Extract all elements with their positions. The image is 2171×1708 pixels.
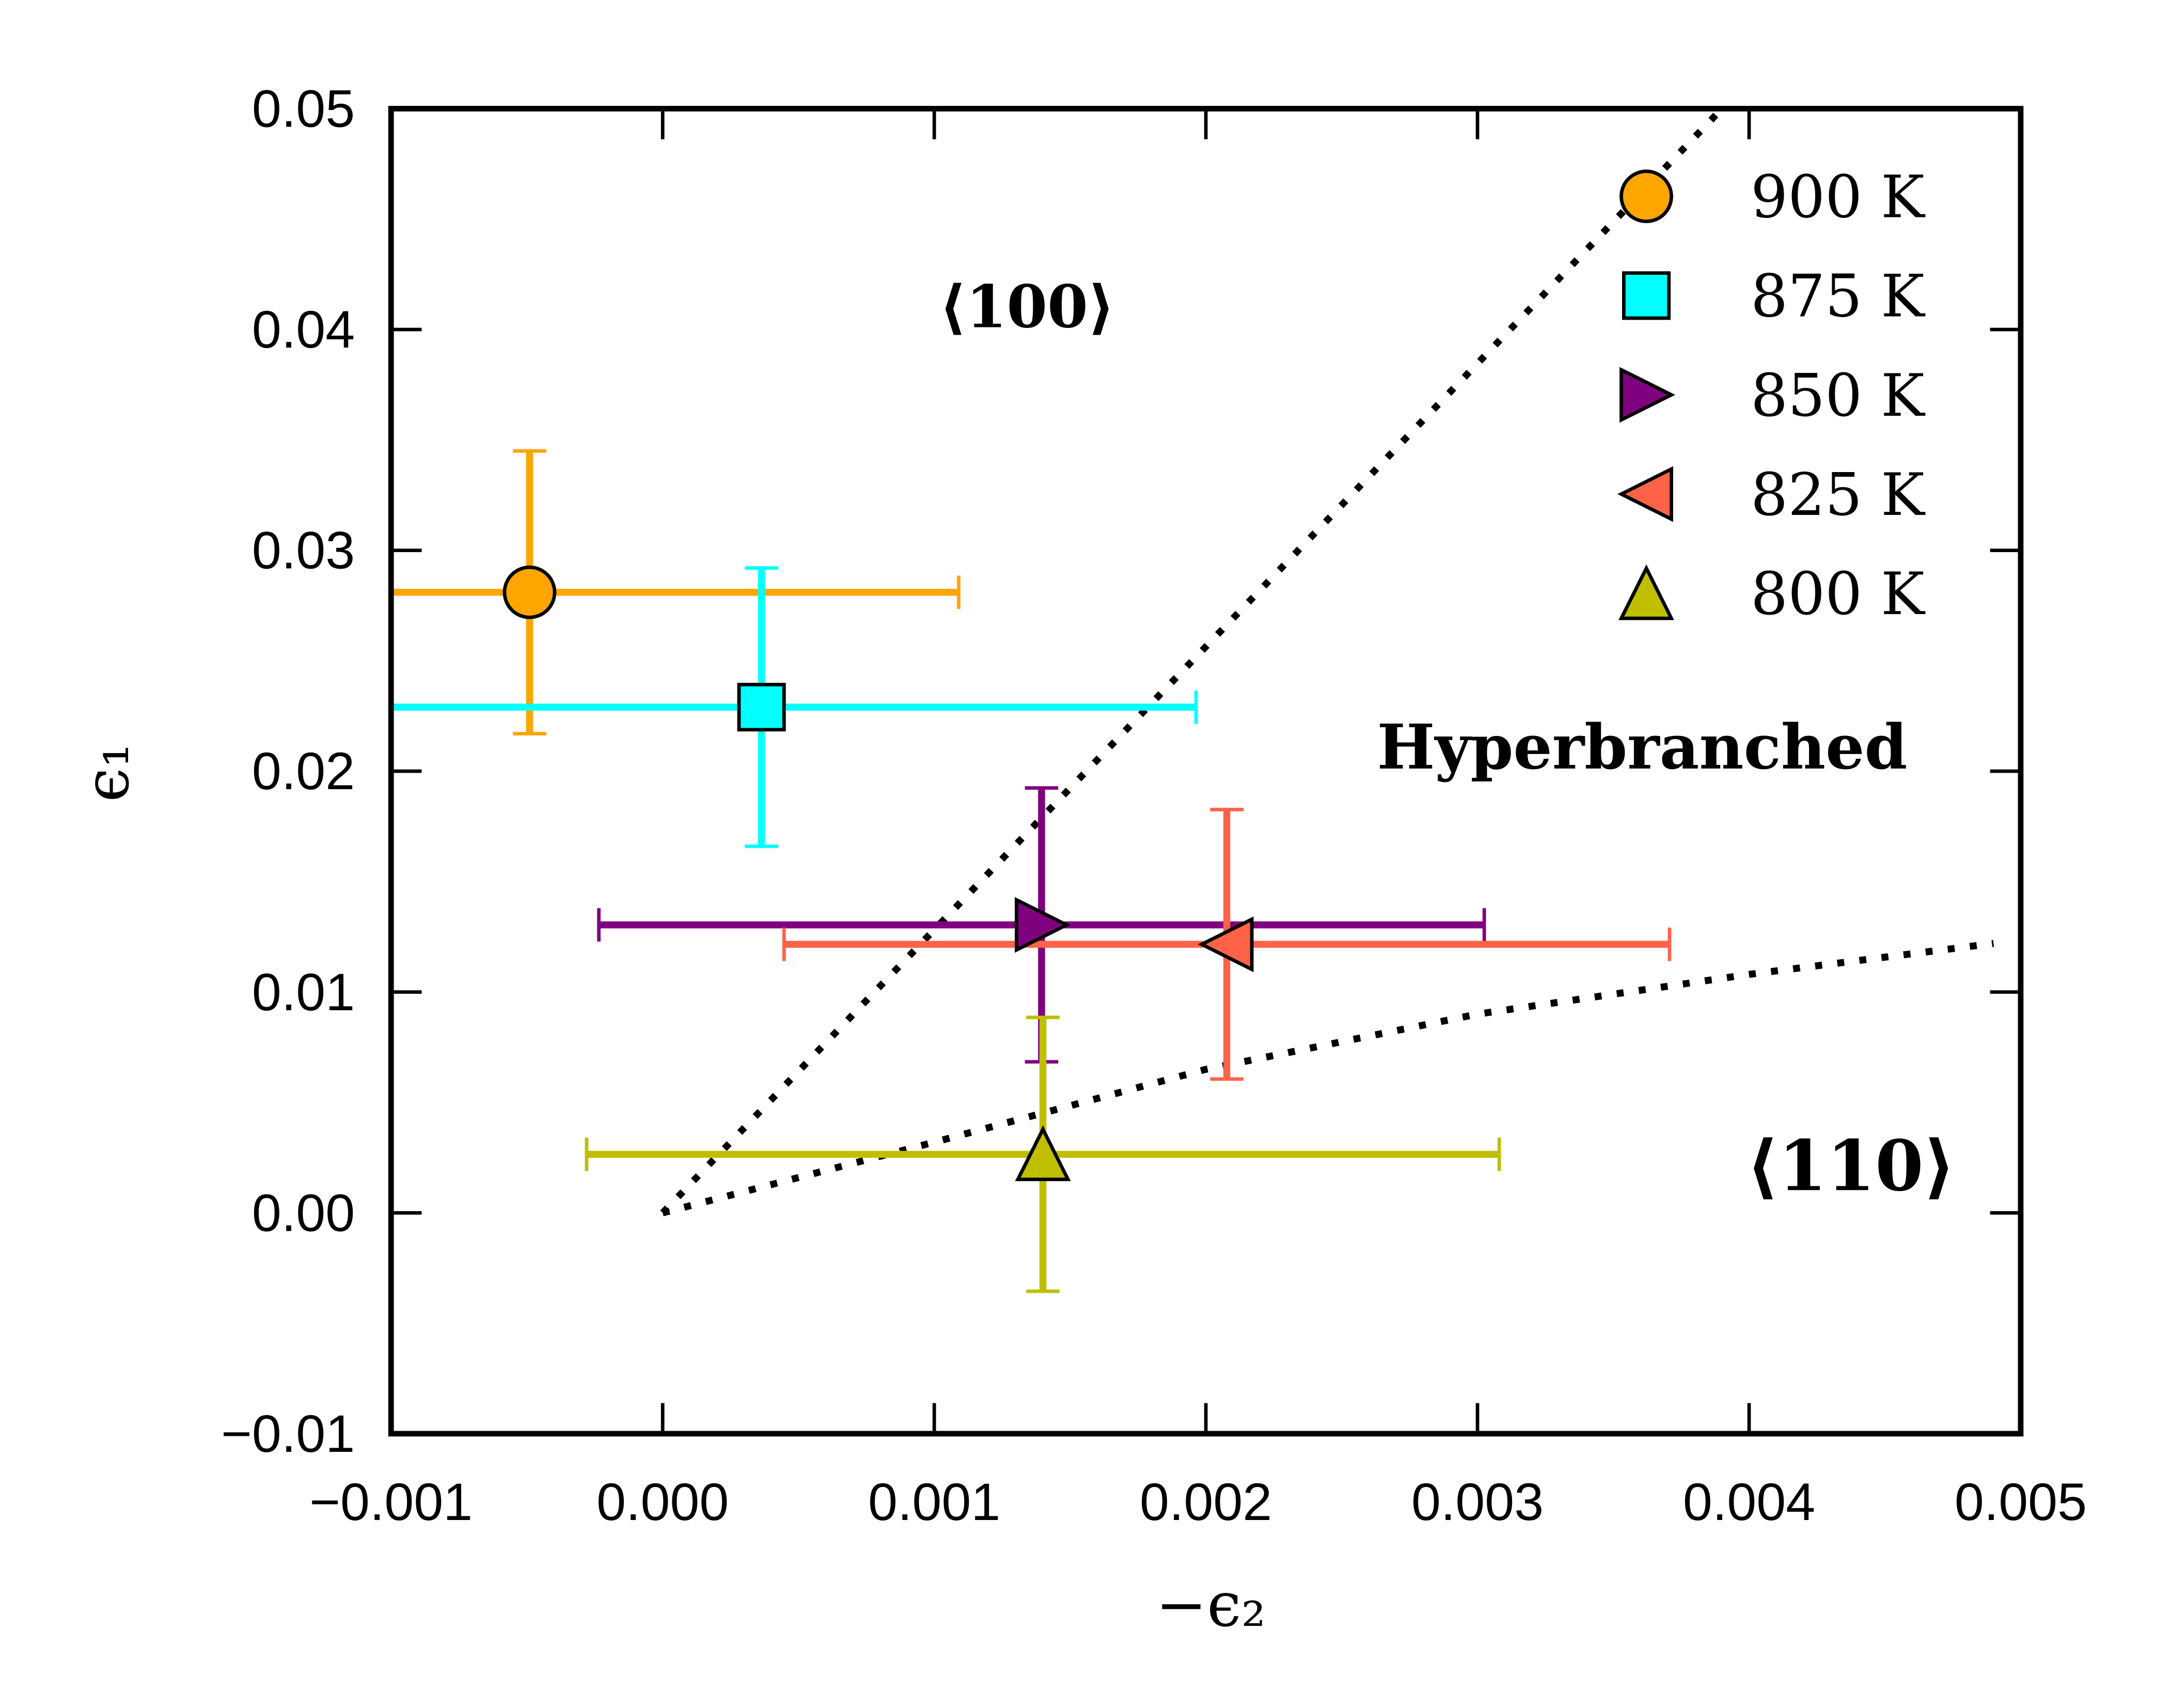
x-axis-label: −ϵ₂ <box>1156 1569 1266 1640</box>
legend-marker <box>1619 367 1676 423</box>
legend-label: 850 K <box>1751 362 1926 430</box>
plot-frame <box>388 106 2024 1437</box>
legend-marker <box>1622 271 1671 320</box>
x-tick-label: 0.002 <box>1140 1472 1272 1531</box>
x-tick-label: 0.003 <box>1411 1472 1544 1531</box>
annotation: Hyperbranched <box>1377 711 1908 783</box>
y-axis-label: ϵ₁ <box>71 743 143 802</box>
x-tick-label: 0.004 <box>1683 1472 1815 1531</box>
data-point <box>1198 916 1254 973</box>
data-point <box>502 565 557 619</box>
legend-label: 900 K <box>1751 163 1926 231</box>
legend-marker <box>1618 564 1674 620</box>
y-tick-label: 0.05 <box>252 79 355 138</box>
x-tick-label: 0.005 <box>1955 1472 2087 1531</box>
y-tick-label: −0.01 <box>221 1404 355 1463</box>
legend-label: 825 K <box>1751 461 1926 529</box>
data-point <box>737 683 786 732</box>
legend-label: 800 K <box>1751 560 1926 628</box>
y-tick-label: 0.00 <box>252 1183 355 1242</box>
annotation: ⟨100⟩ <box>939 272 1115 341</box>
legend-marker <box>1617 466 1673 522</box>
data-point <box>1015 1125 1071 1181</box>
y-tick-label: 0.04 <box>252 300 355 359</box>
annotation: ⟨110⟩ <box>1747 1124 1955 1206</box>
x-tick-label: 0.001 <box>868 1472 1000 1531</box>
data-point <box>1015 897 1071 953</box>
boundary-line <box>660 108 1725 1215</box>
x-tick-label: −0.001 <box>309 1472 473 1531</box>
legend-label: 875 K <box>1751 262 1926 331</box>
x-tick-label: 0.000 <box>596 1472 729 1531</box>
y-tick-label: 0.02 <box>252 741 355 801</box>
plot-area <box>391 108 1994 1293</box>
y-tick-label: 0.03 <box>252 521 355 580</box>
legend-marker <box>1619 169 1673 224</box>
y-tick-label: 0.01 <box>252 962 355 1022</box>
